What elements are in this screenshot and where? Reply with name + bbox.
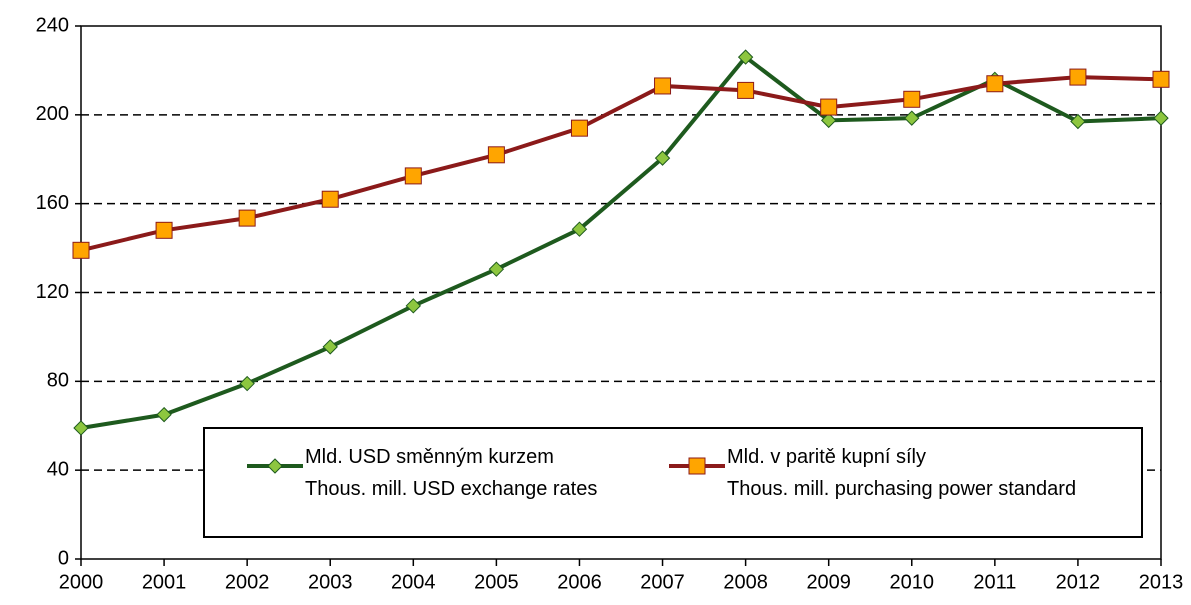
x-tick-label: 2007 xyxy=(640,571,685,593)
legend-label: Mld. USD směnným kurzem Thous. mill. USD… xyxy=(305,446,598,500)
y-tick-label: 240 xyxy=(36,14,69,36)
x-tick-label: 2013 xyxy=(1139,571,1184,593)
data-point xyxy=(156,406,172,423)
y-tick-label: 40 xyxy=(47,458,69,480)
data-point xyxy=(321,190,339,208)
legend-label: Mld. v paritě kupní síly Thous. mill. pu… xyxy=(727,446,1077,500)
x-tick-label: 2000 xyxy=(59,571,104,593)
data-point xyxy=(1069,68,1087,86)
legend-swatch xyxy=(669,457,725,475)
x-tick-label: 2012 xyxy=(1056,571,1101,593)
y-tick-label: 0 xyxy=(58,547,69,569)
data-point xyxy=(322,339,338,355)
data-point xyxy=(654,150,671,166)
y-tick-label: 80 xyxy=(47,370,69,392)
x-tick-label: 2006 xyxy=(557,571,602,593)
x-tick-label: 2003 xyxy=(308,571,353,593)
data-point xyxy=(72,241,90,259)
data-point xyxy=(820,98,838,116)
data-point xyxy=(904,110,920,126)
data-point xyxy=(570,119,588,137)
plot-frame xyxy=(80,25,1162,560)
data-point xyxy=(986,75,1004,93)
data-point xyxy=(737,81,755,99)
x-tick-label: 2008 xyxy=(723,571,768,593)
data-point xyxy=(654,77,672,95)
x-tick-label: 2005 xyxy=(474,571,519,593)
y-tick-label: 200 xyxy=(36,103,69,125)
data-point xyxy=(1070,113,1086,130)
data-point xyxy=(488,261,505,277)
legend-marker xyxy=(267,458,283,474)
data-point xyxy=(239,375,255,392)
data-point xyxy=(487,146,505,164)
data-point xyxy=(571,221,588,237)
x-tick-label: 2011 xyxy=(973,571,1016,593)
x-tick-label: 2004 xyxy=(391,571,436,593)
y-tick-label: 120 xyxy=(36,281,69,303)
legend-swatch xyxy=(247,458,303,474)
data-point xyxy=(903,90,921,108)
data-point xyxy=(1152,70,1170,88)
data-point xyxy=(820,112,837,129)
series-line xyxy=(80,75,1162,253)
data-point xyxy=(73,420,89,436)
data-point xyxy=(238,209,256,227)
data-point xyxy=(155,221,173,239)
data-point xyxy=(737,49,754,65)
x-tick-label: 2002 xyxy=(225,571,270,593)
y-tick-label: 160 xyxy=(36,192,69,214)
x-tick-label: 2009 xyxy=(806,571,851,593)
data-point xyxy=(405,298,422,314)
series-line xyxy=(80,54,1162,430)
data-point xyxy=(404,167,422,185)
x-tick-label: 2010 xyxy=(890,571,935,593)
legend-marker xyxy=(688,457,706,475)
data-point xyxy=(1153,110,1169,126)
x-tick-label: 2001 xyxy=(142,571,187,593)
legend: Mld. USD směnným kurzem Thous. mill. USD… xyxy=(203,427,1143,538)
